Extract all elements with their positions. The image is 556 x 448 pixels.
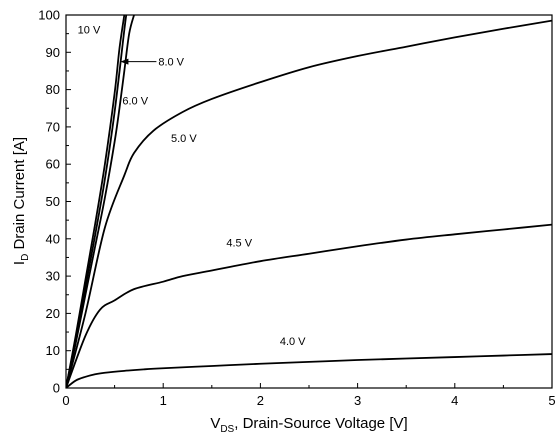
series-line-6-0-v	[66, 15, 135, 388]
svg-text:ID Drain Current [A]: ID Drain Current [A]	[11, 137, 31, 265]
x-tick-label: 0	[62, 393, 69, 408]
plot-frame	[65, 14, 553, 389]
series-annotation: 4.5 V	[226, 237, 252, 249]
svg-text:VDS, Drain-Source Voltage [V]: VDS, Drain-Source Voltage [V]	[210, 415, 407, 435]
y-tick-label: 30	[46, 269, 60, 284]
series-annotation: 5.0 V	[171, 133, 197, 145]
series-line-5-0-v	[66, 19, 552, 388]
y-tick-label: 40	[46, 231, 60, 246]
x-tick-label: 1	[160, 393, 167, 408]
y-tick-label: 70	[46, 119, 60, 134]
series-line-10-v	[66, 15, 126, 388]
series-annotation: 10 V	[78, 25, 101, 37]
x-tick-label: 5	[548, 393, 555, 408]
x-tick-label: 2	[257, 393, 264, 408]
y-tick-label: 10	[46, 343, 60, 358]
x-tick-label: 3	[354, 393, 361, 408]
series-annotation: 8.0 V	[158, 56, 184, 68]
annotation-arrow-head	[120, 58, 129, 65]
y-axis-label: ID Drain Current [A]	[11, 137, 31, 265]
y-tick-label: 20	[46, 306, 60, 321]
y-tick-label: 50	[46, 194, 60, 209]
y-tick-label: 90	[46, 45, 60, 60]
y-tick-label: 100	[38, 8, 60, 23]
y-tick-label: 80	[46, 82, 60, 97]
series-line-4-0-v	[66, 353, 552, 388]
series-annotation: 4.0 V	[280, 336, 306, 348]
y-tick-label: 0	[53, 381, 60, 396]
series-annotation: 6.0 V	[122, 96, 148, 108]
x-tick-label: 4	[451, 393, 458, 408]
series-line-4-5-v	[66, 223, 552, 388]
y-tick-label: 60	[46, 157, 60, 172]
x-axis-label: VDS, Drain-Source Voltage [V]	[210, 415, 407, 435]
